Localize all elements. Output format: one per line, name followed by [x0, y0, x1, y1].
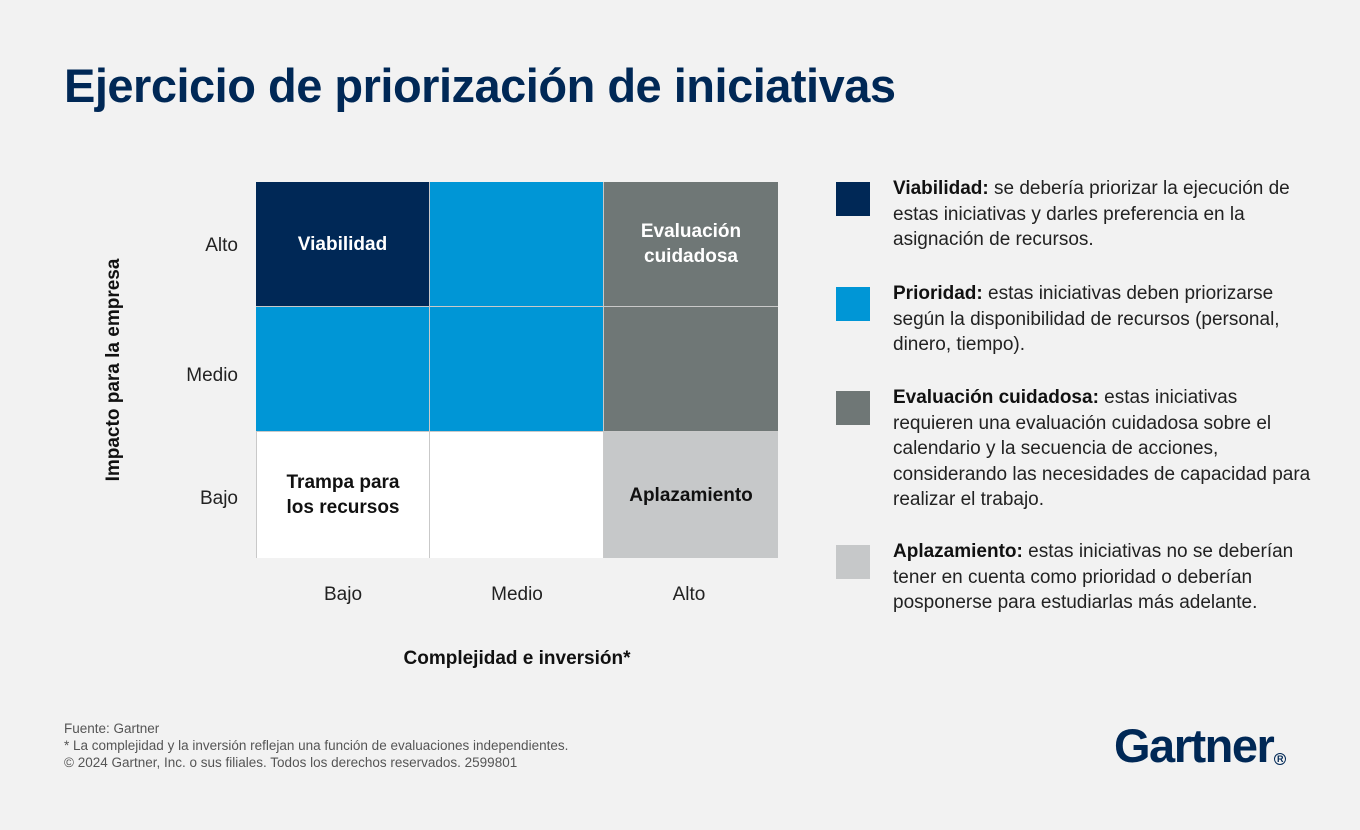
footer-note: * La complejidad y la inversión reflejan… [64, 738, 569, 753]
cell-trampa-recursos: Trampa para los recursos [256, 432, 430, 558]
legend-desc: estas iniciativas no se deberían tener e… [893, 541, 1294, 613]
legend-term: Viabilidad: [893, 178, 989, 199]
legend-term: Prioridad: [893, 283, 983, 304]
y-tick-alto: Alto [205, 235, 238, 256]
cell-prioridad-middle-left [256, 307, 430, 432]
x-tick-bajo: Bajo [323, 584, 363, 605]
legend-text-evaluacion: Evaluación cuidadosa: estas iniciativas … [893, 385, 1313, 513]
x-tick-medio: Medio [491, 584, 543, 605]
cell-prioridad-center [430, 307, 604, 432]
y-tick-bajo: Bajo [199, 488, 238, 509]
legend-swatch-viabilidad [836, 182, 870, 216]
logo-text: Gartner [1114, 719, 1275, 772]
legend-desc: estas iniciativas deben priorizarse segú… [893, 283, 1280, 355]
x-tick-alto: Alto [672, 584, 706, 605]
footer: Fuente: Gartner * La complejidad y la in… [64, 720, 568, 771]
cell-evaluacion-middle-right [604, 307, 778, 432]
legend-swatch-prioridad [836, 287, 870, 321]
legend-desc: estas iniciativas requieren una evaluaci… [893, 387, 1311, 510]
registered-mark-icon: R [1274, 753, 1287, 765]
page-title: Ejercicio de priorización de iniciativas [64, 59, 896, 112]
y-axis-title: Impacto para la empresa [103, 258, 124, 482]
legend-text-prioridad: Prioridad: estas iniciativas deben prior… [893, 281, 1313, 358]
cell-evaluacion-cuidadosa: Evaluación cuidadosa [604, 182, 778, 307]
legend-swatch-aplazamiento [836, 545, 870, 579]
legend-term: Aplazamiento: [893, 541, 1023, 562]
legend-swatch-evaluacion [836, 391, 870, 425]
y-tick-medio: Medio [186, 365, 238, 386]
legend-term: Evaluación cuidadosa: [893, 387, 1099, 408]
cell-prioridad-top-middle [430, 182, 604, 307]
cell-aplazamiento: Aplazamiento [604, 432, 778, 558]
footer-source: Fuente: Gartner [64, 721, 160, 736]
legend-desc: se debería priorizar la ejecución de est… [893, 178, 1290, 250]
footer-copyright: © 2024 Gartner, Inc. o sus filiales. Tod… [64, 755, 518, 770]
gartner-logo: Gartner R [1114, 718, 1287, 773]
legend-text-viabilidad: Viabilidad: se debería priorizar la ejec… [893, 176, 1313, 253]
cell-trampa-bottom-middle [430, 432, 604, 558]
x-axis-title: Complejidad e inversión* [403, 648, 631, 669]
priority-matrix: Viabilidad Evaluación cuidadosa Trampa p… [256, 182, 778, 558]
cell-viabilidad: Viabilidad [256, 182, 430, 307]
legend-text-aplazamiento: Aplazamiento: estas iniciativas no se de… [893, 539, 1313, 616]
